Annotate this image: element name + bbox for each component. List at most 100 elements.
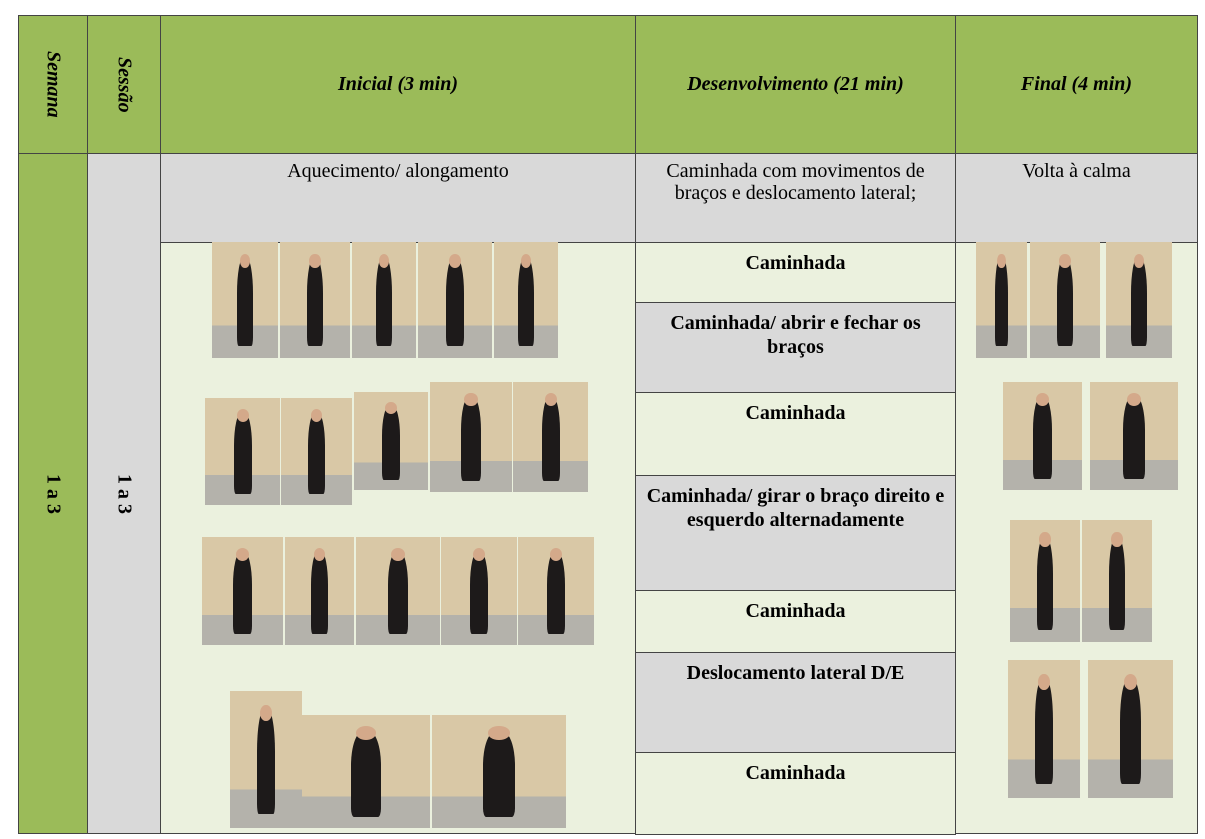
header-cell: Semana: [18, 15, 88, 154]
figure: [482, 730, 516, 817]
figure-head: [309, 253, 321, 268]
figure: [1108, 537, 1126, 630]
figure: [461, 397, 481, 481]
phase-desenvolvimento: Caminhada com movimentos de braços e des…: [666, 160, 925, 204]
figure: [1120, 679, 1141, 785]
activity-cell: Caminhada/ abrir e fechar os braços: [635, 302, 956, 393]
figure-head: [1133, 253, 1145, 268]
figure-head: [385, 401, 397, 414]
semana-cell: 1 a 3: [18, 153, 88, 834]
activity-cell: Caminhada: [635, 392, 956, 476]
figure: [387, 552, 409, 635]
header-sessao: Sessão: [113, 56, 136, 113]
exercise-photo: [202, 537, 283, 645]
phase-cell: Caminhada com movimentos de braços e des…: [635, 153, 956, 243]
header-inicial: Inicial (3 min): [337, 73, 458, 95]
activity-text: Caminhada/ abrir e fechar os braços: [670, 312, 921, 358]
figure-head: [313, 547, 325, 561]
figure-head: [310, 408, 323, 422]
exercise-photo: [1088, 660, 1173, 798]
figure: [995, 258, 1008, 347]
exercise-photo: [494, 242, 558, 358]
activity-text: Caminhada: [745, 252, 846, 274]
figure-head: [1038, 673, 1050, 691]
exercise-photo: [280, 242, 350, 358]
header-desenvolvimento: Desenvolvimento (21 min): [687, 73, 904, 95]
activity-cell: Deslocamento lateral D/E: [635, 652, 956, 753]
figure: [257, 710, 275, 815]
activity-text: Caminhada: [745, 762, 846, 784]
figure: [1035, 679, 1053, 785]
figure-head: [355, 726, 377, 740]
figure-head: [1039, 532, 1051, 547]
exercise-photo: [1106, 242, 1172, 358]
figure-head: [378, 253, 390, 268]
phase-final: Volta à calma: [1022, 160, 1131, 182]
exercise-photo: [281, 398, 352, 505]
figure: [1033, 397, 1052, 480]
figure-head: [449, 253, 461, 268]
exercise-photo: [976, 242, 1027, 358]
figure: [237, 258, 253, 347]
figure-head: [1036, 392, 1049, 406]
figure-head: [260, 704, 272, 722]
header-cell: Inicial (3 min): [160, 15, 636, 154]
figure-head: [549, 547, 563, 561]
figure: [446, 258, 464, 347]
figure-head: [997, 253, 1006, 268]
figure: [233, 412, 252, 495]
header-final: Final (4 min): [1020, 73, 1133, 95]
activity-text: Caminhada: [745, 600, 846, 622]
activity-text: Caminhada/ girar o braço direito e esque…: [646, 485, 945, 531]
exercise-photo: [285, 537, 354, 645]
sessao-value: 1 a 3: [113, 473, 136, 514]
exercise-photo: [1090, 382, 1178, 490]
figure: [350, 730, 382, 817]
figure: [541, 397, 560, 481]
exercise-photo: [352, 242, 416, 358]
figure-head: [236, 408, 249, 422]
exercise-photo: [205, 398, 280, 505]
figure: [546, 552, 566, 635]
exercise-photo: [1082, 520, 1152, 642]
activity-cell: Caminhada/ girar o braço direito e esque…: [635, 475, 956, 591]
figure-head: [239, 253, 251, 268]
activity-cell: Caminhada: [635, 752, 956, 835]
exercise-photo: [513, 382, 588, 492]
figure-head: [472, 547, 486, 561]
exercise-photo: [1003, 382, 1082, 490]
exercise-photo: [518, 537, 594, 645]
header-semana: Semana: [42, 51, 65, 118]
activity-text: Caminhada: [745, 402, 846, 424]
phase-inicial: Aquecimento/ alongamento: [287, 160, 509, 182]
figure-head: [1123, 673, 1138, 691]
figure: [469, 552, 489, 635]
figure: [306, 258, 324, 347]
figure-head: [1111, 532, 1123, 547]
figure: [311, 552, 328, 635]
exercise-photo: [441, 537, 517, 645]
activity-cell: Caminhada: [635, 590, 956, 653]
figure-head: [1059, 253, 1071, 268]
exercise-photo: [1008, 660, 1080, 798]
exercise-photo: [356, 537, 440, 645]
figure: [1056, 258, 1074, 347]
figure: [1131, 258, 1147, 347]
exercise-photo: [230, 691, 302, 828]
figure: [1123, 397, 1145, 480]
exercise-photo: [432, 715, 566, 828]
figure: [376, 258, 392, 347]
exercise-photo: [302, 715, 430, 828]
header-cell: Final (4 min): [955, 15, 1198, 154]
figure-head: [544, 393, 557, 407]
activity-text: Deslocamento lateral D/E: [686, 662, 905, 684]
exercise-photo: [1030, 242, 1100, 358]
exercise-photo: [354, 392, 428, 490]
figure-head: [391, 547, 405, 561]
figure: [382, 405, 400, 481]
exercise-photo: [212, 242, 278, 358]
phase-cell: Aquecimento/ alongamento: [160, 153, 636, 243]
semana-value: 1 a 3: [42, 473, 65, 514]
